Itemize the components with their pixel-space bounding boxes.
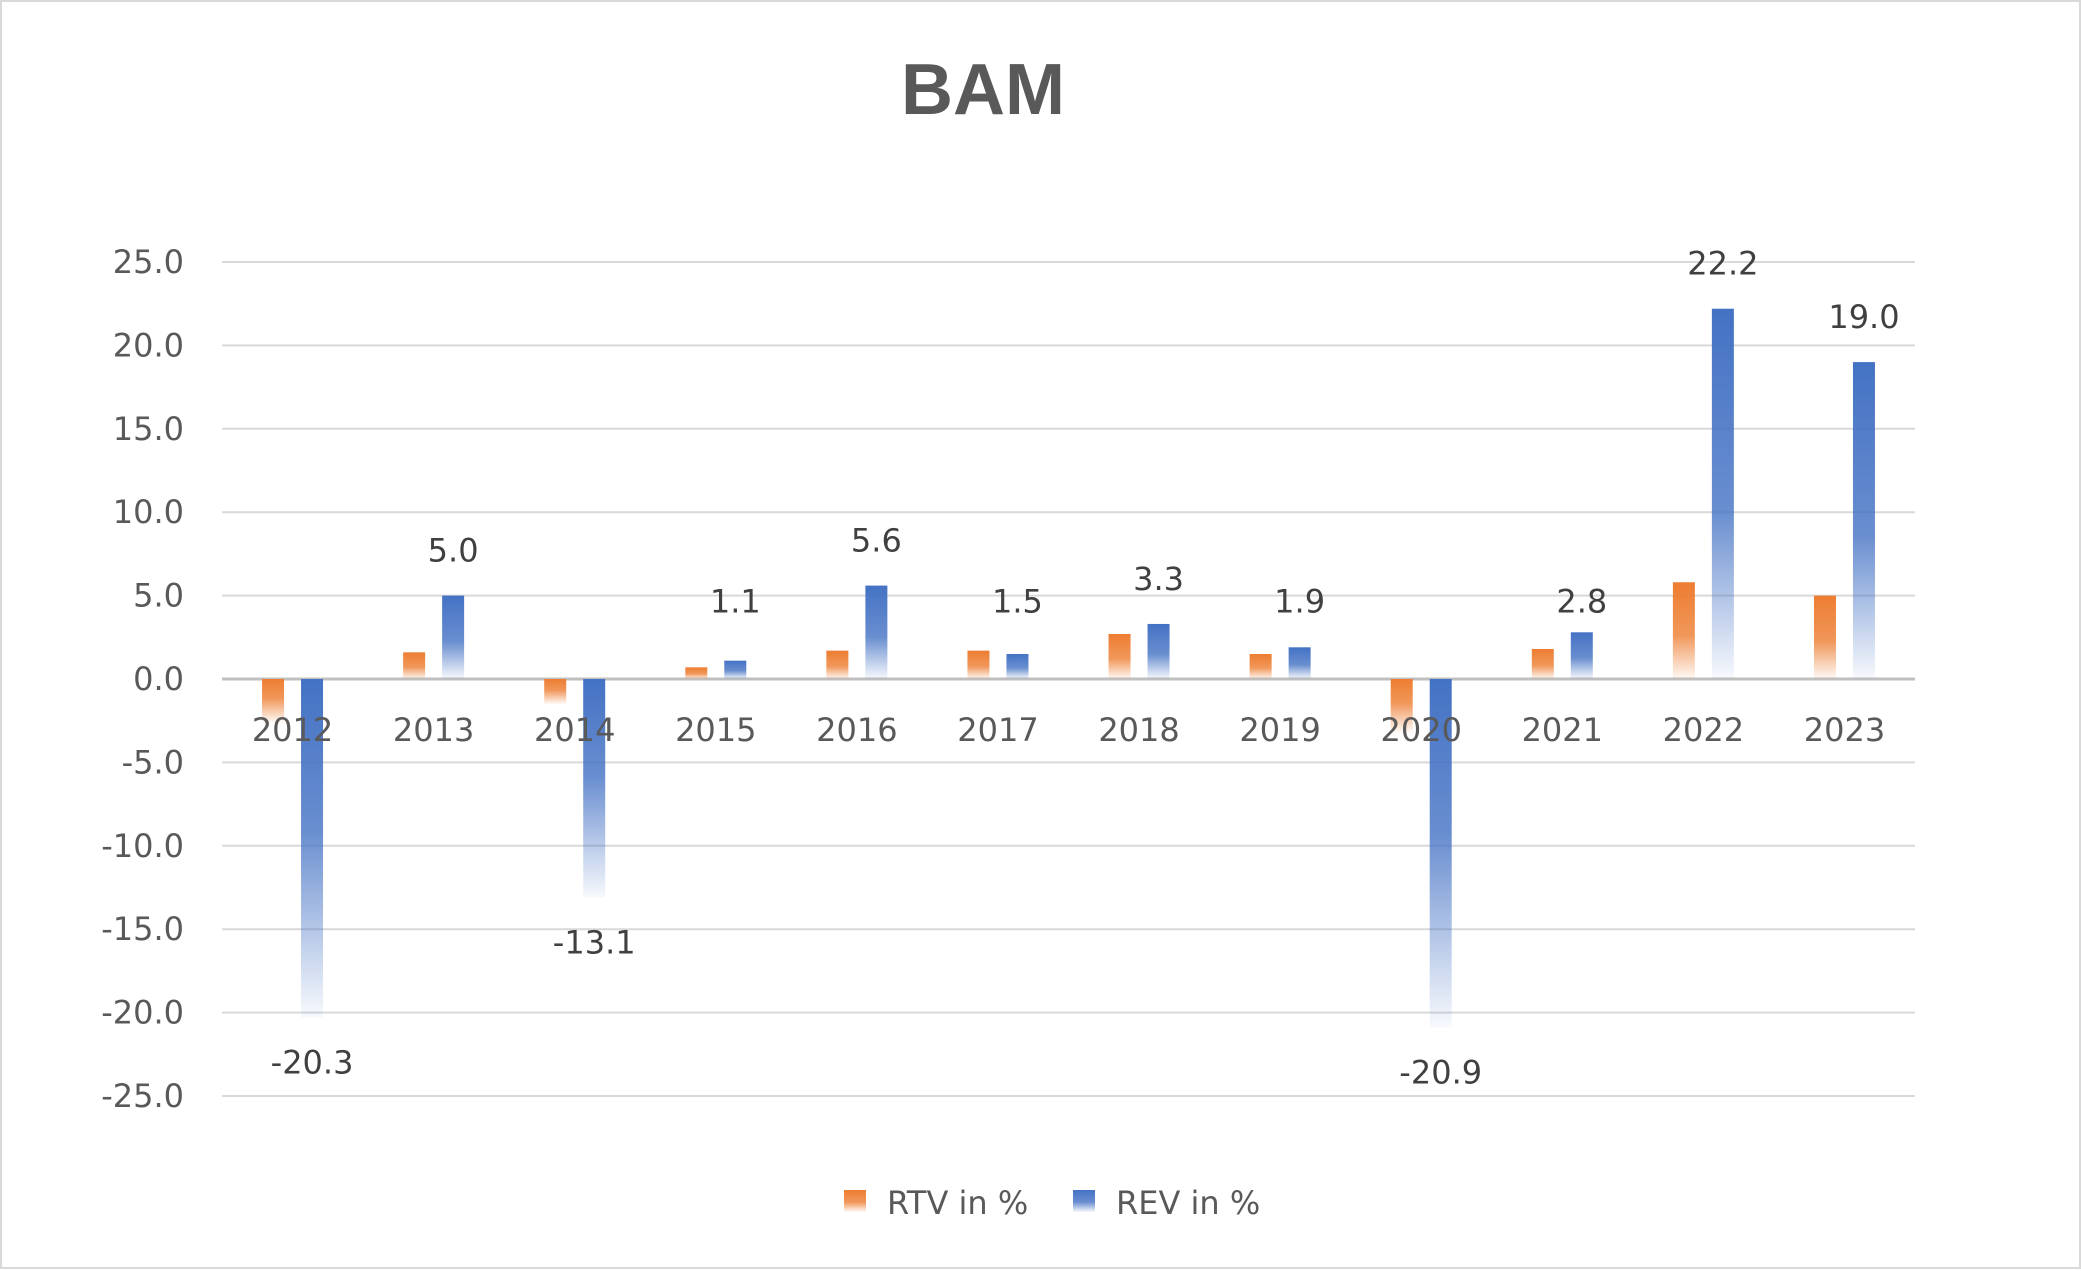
bar-rtv-2021 xyxy=(1531,648,1554,679)
legend-swatch-rev xyxy=(1073,1190,1095,1212)
data-label: 22.2 xyxy=(1687,245,1758,283)
bar-rev-2019 xyxy=(1288,647,1311,679)
bar-rev-2016 xyxy=(865,585,888,679)
y-tick-label: 5.0 xyxy=(133,577,184,615)
bar-rtv-2015 xyxy=(685,667,708,679)
bar-rev-2020 xyxy=(1429,679,1452,1028)
data-label: 5.6 xyxy=(851,522,902,560)
x-tick-label: 2016 xyxy=(816,711,897,749)
y-tick-label: -20.0 xyxy=(101,994,184,1032)
x-tick-label: 2018 xyxy=(1098,711,1179,749)
bar-rtv-2023 xyxy=(1813,595,1836,679)
bar-rev-2012 xyxy=(301,679,324,1018)
x-tick-label: 2023 xyxy=(1804,711,1885,749)
bar-rtv-2016 xyxy=(826,650,849,679)
x-tick-label: 2012 xyxy=(252,711,333,749)
x-tick-label: 2019 xyxy=(1239,711,1320,749)
bar-rev-2018 xyxy=(1147,623,1170,679)
legend-label-rev: REV in % xyxy=(1116,1184,1260,1222)
chart-title: BAM xyxy=(901,50,1065,130)
data-label: -13.1 xyxy=(553,924,636,962)
bar-rev-2015 xyxy=(724,660,747,679)
x-tick-label: 2014 xyxy=(534,711,615,749)
bar-rev-2021 xyxy=(1570,632,1593,679)
bar-rtv-2013 xyxy=(403,652,426,679)
data-label: 1.1 xyxy=(710,582,761,620)
bar-rev-2017 xyxy=(1006,653,1029,679)
x-tick-label: 2017 xyxy=(957,711,1038,749)
x-tick-label: 2015 xyxy=(675,711,756,749)
bar-rev-2013 xyxy=(442,595,465,679)
data-label: 1.5 xyxy=(992,582,1043,620)
bar-rtv-2020 xyxy=(1390,679,1413,733)
data-label: 1.9 xyxy=(1274,582,1325,620)
y-tick-label: 25.0 xyxy=(113,243,184,281)
x-tick-label: 2020 xyxy=(1380,711,1461,749)
bar-rev-2023 xyxy=(1852,362,1875,679)
y-tick-label: -5.0 xyxy=(122,743,184,781)
x-tick-label: 2013 xyxy=(393,711,474,749)
x-tick-label: 2021 xyxy=(1522,711,1603,749)
bar-rtv-2018 xyxy=(1108,633,1131,679)
y-tick-label: -15.0 xyxy=(101,910,184,948)
legend-swatch-rtv xyxy=(844,1190,866,1212)
bar-rtv-2019 xyxy=(1249,653,1272,679)
bar-rtv-2014 xyxy=(544,679,567,705)
data-label: 2.8 xyxy=(1556,582,1607,620)
x-tick-label: 2022 xyxy=(1663,711,1744,749)
data-label: 5.0 xyxy=(428,532,479,570)
data-label: -20.9 xyxy=(1399,1054,1482,1092)
y-tick-label: 0.0 xyxy=(133,660,184,698)
bar-rev-2022 xyxy=(1711,308,1734,679)
y-tick-label: -10.0 xyxy=(101,827,184,865)
bar-rtv-2022 xyxy=(1672,582,1695,679)
y-tick-label: -25.0 xyxy=(101,1077,184,1115)
bar-rev-2014 xyxy=(583,679,606,898)
y-tick-label: 15.0 xyxy=(113,410,184,448)
data-label: -20.3 xyxy=(271,1044,354,1082)
legend-label-rtv: RTV in % xyxy=(887,1184,1028,1222)
data-label: 19.0 xyxy=(1828,298,1899,336)
bar-rtv-2017 xyxy=(967,650,990,679)
data-label: 3.3 xyxy=(1133,560,1184,598)
y-tick-label: 20.0 xyxy=(113,326,184,364)
bar-rtv-2012 xyxy=(262,679,285,723)
y-tick-label: 10.0 xyxy=(113,493,184,531)
